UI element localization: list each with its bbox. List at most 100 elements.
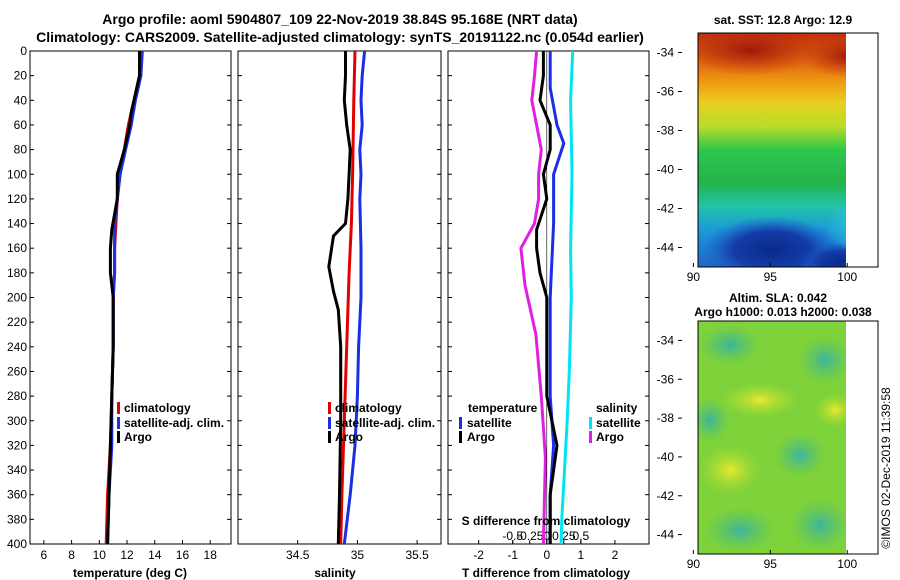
salinity-x-axis: 34.5 35 35.5 [286, 540, 429, 562]
temperature-tick-label: 6 [41, 548, 48, 562]
temperature-tick-label: 14 [148, 548, 162, 562]
depth-tick-label: 120 [7, 192, 27, 206]
map-lat-tick-label: -44 [657, 528, 675, 542]
map-lon-tick-label: 100 [837, 557, 857, 571]
difference-lines [519, 51, 575, 544]
depth-tick-label: 280 [7, 389, 27, 403]
legend-swatch-argo [117, 431, 120, 443]
legend-swatch-argo [328, 431, 331, 443]
legend-label-s-argo: Argo [596, 430, 624, 444]
legend-label-argo: Argo [335, 430, 363, 444]
sla-map-frame [697, 320, 879, 555]
s-difference-tick-label: 0.25 [552, 529, 576, 543]
imos-credit: ©IMOS 02-Dec-2019 11:39:58 [879, 387, 893, 549]
series-line-argo [327, 51, 352, 544]
figure-title-line2: Climatology: CARS2009. Satellite-adjuste… [36, 29, 644, 45]
legend-swatch-climatology [117, 402, 120, 414]
legend-label-climatology: climatology [335, 401, 402, 415]
s-difference-xlabel: S difference from climatology [462, 514, 631, 528]
temperature-tick-label: 18 [204, 548, 218, 562]
depth-tick-label: 320 [7, 438, 27, 452]
legend-swatch-satellite-adj [117, 417, 120, 429]
depth-tick-label: 0 [20, 44, 27, 58]
map-lon-tick-label: 90 [687, 557, 701, 571]
series-line-climatology [339, 51, 357, 544]
salinity-legend: climatology satellite-adj. clim. Argo [328, 401, 435, 444]
map-lon-tick-label: 90 [687, 270, 701, 284]
depth-tick-label: 40 [14, 93, 28, 107]
salinity-tick-label: 35 [351, 548, 365, 562]
temperature-x-axis: 6 8 10 12 14 16 18 [41, 540, 218, 562]
sla-map-axes: 90 95 100 -34 -36 -38 -40 -42 -44 [657, 333, 858, 571]
salinity-tick-label: 35.5 [405, 548, 429, 562]
t-difference-tick-label: 1 [578, 548, 585, 562]
depth-tick-label: 60 [14, 118, 28, 132]
legend-label-s-satellite: satellite [596, 416, 641, 430]
temperature-legend: climatology satellite-adj. clim. Argo [117, 401, 224, 444]
legend-swatch-satellite-adj [328, 417, 331, 429]
temperature-tick-label: 8 [68, 548, 75, 562]
legend-label-t-argo: Argo [467, 430, 495, 444]
t-difference-tick-label: 2 [612, 548, 619, 562]
t-difference-tick-label: -1 [507, 548, 518, 562]
sst-map-panel: sat. SST: 12.8 Argo: 12.9 90 95 100 -34 -36 -… [657, 13, 879, 285]
salinity-tick-label: 34.5 [286, 548, 310, 562]
temperature-tick-label: 16 [176, 548, 190, 562]
legend-label-satellite-adj: satellite-adj. clim. [124, 416, 224, 430]
s-difference-tick-label: -0.25 [516, 529, 544, 543]
s-difference-x-axis: -0.5-0.25 0 0.250.5 [502, 529, 590, 544]
map-lon-tick-label: 95 [764, 270, 778, 284]
temperature-lines [104, 51, 144, 544]
salinity-lines [327, 51, 367, 544]
sla-map-title-line1: Altim. SLA: 0.042 [729, 291, 827, 305]
legend-swatch-t-argo [459, 431, 462, 443]
legend-label-climatology: climatology [124, 401, 191, 415]
map-lat-tick-label: -40 [657, 163, 675, 177]
map-lat-tick-label: -34 [657, 46, 675, 60]
legend-label-t-satellite: satellite [467, 416, 512, 430]
map-lat-tick-label: -40 [657, 450, 675, 464]
depth-tick-label: 200 [7, 291, 27, 305]
s-difference-tick-label: 0.5 [573, 529, 590, 543]
map-lat-tick-label: -34 [657, 333, 675, 347]
salinity-panel: 34.5 35 35.5 salinity climatology satellit… [237, 50, 442, 580]
series-line-temperature-argo [535, 51, 559, 544]
depth-tick-label: 160 [7, 241, 27, 255]
difference-legend: temperature satellite Argo salinity sate… [459, 401, 641, 444]
legend-swatch-climatology [328, 402, 331, 414]
difference-axes-frame [447, 50, 650, 545]
map-lat-tick-label: -42 [657, 489, 675, 503]
sla-map-image [698, 321, 878, 554]
legend-label-argo: Argo [124, 430, 152, 444]
t-difference-tick-label: -2 [473, 548, 484, 562]
sla-map-panel: Altim. SLA: 0.042 Argo h1000: 0.013 h200… [657, 291, 879, 571]
t-difference-x-axis: -2 -1 0 1 2 [473, 540, 619, 562]
sst-map-axes: 90 95 100 -34 -36 -38 -40 -42 -44 [657, 46, 858, 285]
map-lat-tick-label: -42 [657, 202, 675, 216]
depth-tick-label: 360 [7, 488, 27, 502]
salinity-xlabel: salinity [314, 566, 356, 580]
map-lat-tick-label: -36 [657, 372, 675, 386]
series-line-salinity-satellite [559, 51, 575, 544]
t-difference-tick-label: 0 [543, 548, 550, 562]
map-lon-tick-label: 95 [764, 557, 778, 571]
series-line-satellite-adj-clim- [342, 51, 367, 544]
depth-axis: 0 20 40 60 80 100 120 140 160 180 200 220 240 260 280 3… [7, 44, 231, 551]
s-difference-tick-label: -0.5 [502, 529, 523, 543]
depth-tick-label: 100 [7, 167, 27, 181]
sst-map-image [698, 33, 878, 267]
temperature-tick-label: 10 [93, 548, 107, 562]
temperature-panel: 0 20 40 60 80 100 120 140 160 180 200 220 240 260 280 3… [7, 44, 232, 580]
t-difference-xlabel: T difference from climatology [462, 566, 630, 580]
legend-swatch-t-satellite [459, 417, 462, 429]
depth-tick-label: 260 [7, 364, 27, 378]
depth-tick-label: 220 [7, 315, 27, 329]
depth-tick-label: 300 [7, 414, 27, 428]
depth-tick-label: 340 [7, 463, 27, 477]
salinity-depth-ticks [238, 50, 441, 545]
map-lat-tick-label: -38 [657, 411, 675, 425]
map-lon-tick-label: 100 [837, 270, 857, 284]
depth-tick-label: 20 [14, 69, 28, 83]
sst-map-title: sat. SST: 12.8 Argo: 12.9 [714, 13, 853, 27]
